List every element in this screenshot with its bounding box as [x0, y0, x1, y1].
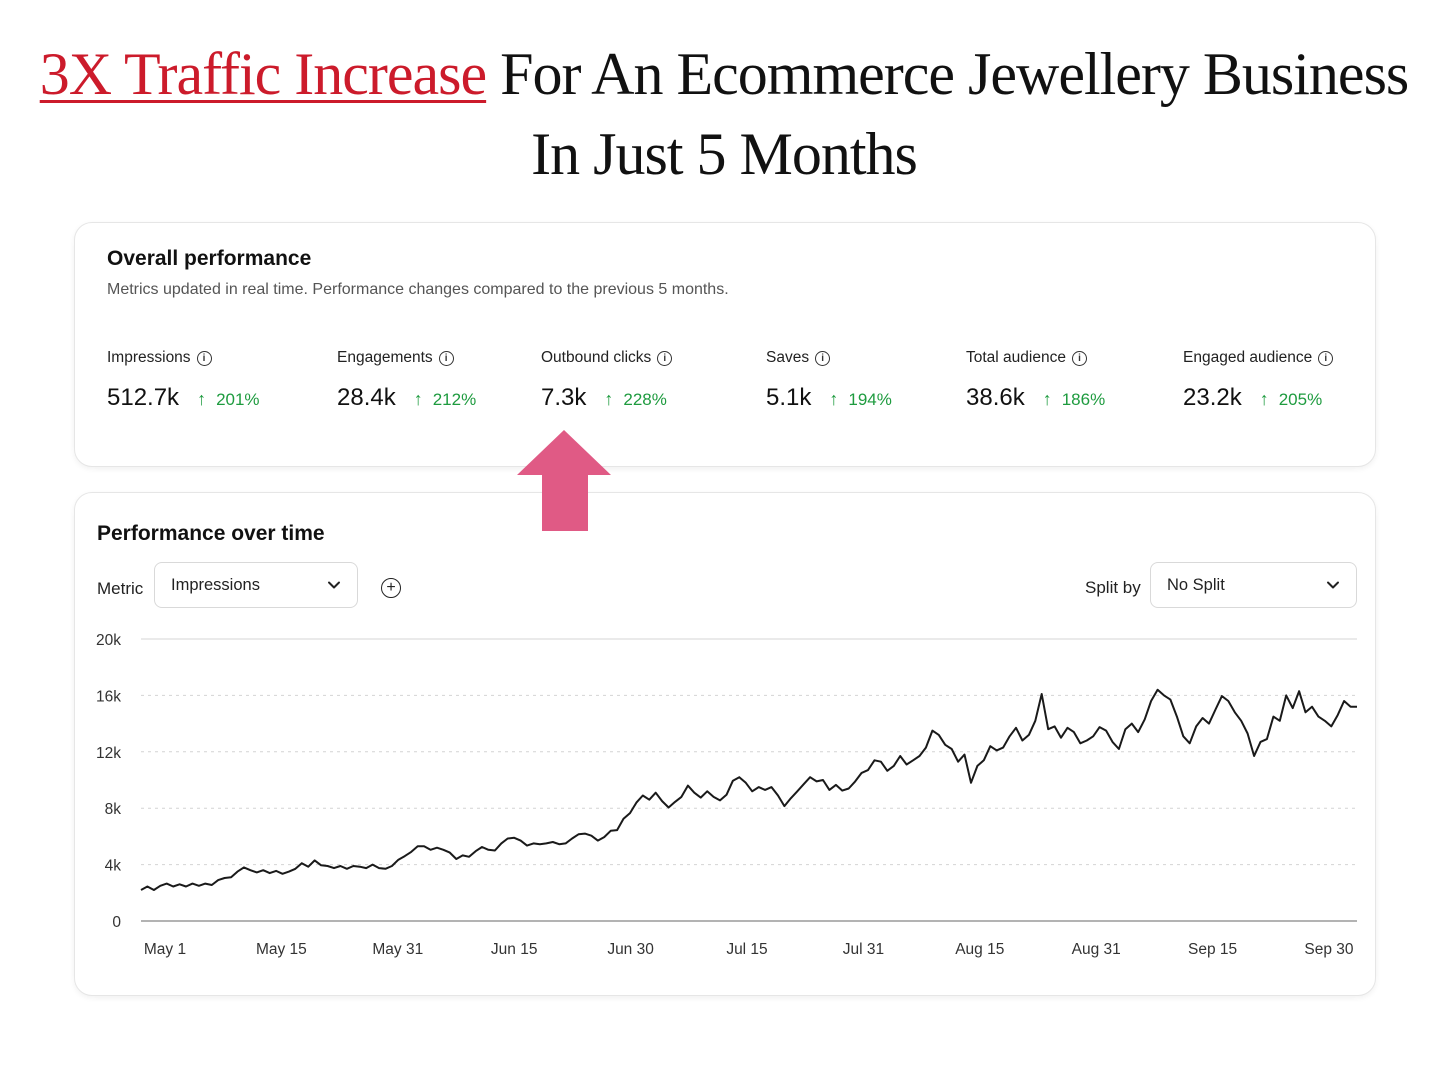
metric-saves: Saves i 5.1k ↑ 194% [766, 349, 892, 412]
chevron-down-icon [1327, 581, 1339, 589]
impressions-line-chart: 0 4k 8k 12k 16k 20k May 1 May 15 May 31 Jun 15 Jun… [96, 632, 1357, 958]
x-tick-label: Jun 30 [607, 941, 654, 958]
metric-change: 201% [216, 390, 260, 409]
x-tick-label: Aug 31 [1072, 941, 1121, 958]
x-tick-label: May 15 [256, 941, 307, 958]
y-tick-label: 12k [96, 745, 121, 762]
y-tick-label: 0 [112, 914, 121, 931]
performance-over-time-title: Performance over time [97, 522, 325, 545]
overall-performance-card: Overall performance Metrics updated in r… [74, 222, 1376, 467]
metric-label: Total audience [966, 349, 1066, 366]
metric-label: Impressions [107, 349, 191, 366]
up-arrow-icon: ↑ [1259, 389, 1269, 409]
metric-label: Engaged audience [1183, 349, 1313, 366]
metric-label: Saves [766, 349, 810, 366]
metric-value: 512.7k [107, 384, 180, 411]
metric-engagements: Engagements i 28.4k ↑ 212% [337, 349, 476, 412]
metric-engaged-audience: Engaged audience i 23.2k ↑ 205% [1183, 349, 1334, 412]
pink-up-arrow-icon [517, 430, 611, 531]
metric-total-audience: Total audience i 38.6k ↑ 186% [966, 349, 1105, 412]
y-tick-label: 16k [96, 688, 121, 705]
x-tick-label: May 1 [144, 941, 186, 958]
metric-change: 212% [432, 390, 477, 409]
metric-select-value: Impressions [171, 575, 260, 594]
metric-change: 205% [1278, 390, 1323, 409]
x-tick-label: Jul 31 [843, 941, 884, 958]
split-select[interactable]: No Split [1150, 562, 1357, 608]
x-tick-label: May 31 [372, 941, 423, 958]
chevron-down-icon [328, 581, 340, 589]
overall-performance-subtitle: Metrics updated in real time. Performanc… [107, 281, 729, 298]
x-tick-label: Jun 15 [491, 941, 538, 958]
metric-label: Metric [97, 579, 144, 598]
info-icon[interactable]: i [438, 350, 454, 366]
x-tick-label: Aug 15 [955, 941, 1004, 958]
headline-rest: For An Ecommerce Jewellery Business [486, 41, 1409, 107]
up-arrow-icon: ↑ [197, 389, 207, 409]
y-tick-label: 4k [105, 858, 122, 875]
y-tick-label: 8k [105, 801, 122, 818]
performance-over-time-card: Performance over time Metric Impressions… [74, 492, 1376, 996]
add-metric-icon[interactable]: + [381, 578, 401, 598]
metric-outbound-clicks: Outbound clicks i 7.3k ↑ 228% [541, 349, 673, 412]
metric-label: Engagements [337, 349, 433, 366]
x-tick-label: Jul 15 [726, 941, 767, 958]
x-tick-label: Sep 30 [1304, 941, 1354, 958]
info-icon[interactable]: i [196, 350, 212, 366]
headline-accent: 3X Traffic Increase [39, 41, 487, 107]
info-icon[interactable]: i [1071, 350, 1087, 366]
headline: 3X Traffic Increase For An Ecommerce Jew… [0, 36, 1448, 194]
info-icon[interactable]: i [657, 350, 673, 366]
headline-line-1: 3X Traffic Increase For An Ecommerce Jew… [0, 36, 1448, 112]
metric-value: 38.6k [966, 384, 1025, 411]
metric-label: Outbound clicks [541, 349, 652, 366]
split-by-label: Split by [1085, 578, 1141, 597]
split-select-value: No Split [1167, 575, 1225, 594]
x-tick-label: Sep 15 [1188, 941, 1237, 958]
overall-performance-title: Overall performance [107, 247, 312, 270]
metric-change: 194% [848, 390, 892, 409]
metric-value: 28.4k [337, 384, 396, 411]
up-arrow-icon: ↑ [1042, 389, 1052, 409]
series-line [140, 688, 1357, 891]
headline-line-2: In Just 5 Months [531, 121, 918, 187]
metric-value: 5.1k [766, 384, 812, 411]
metric-change: 186% [1061, 390, 1106, 409]
up-arrow-icon: ↑ [829, 389, 839, 409]
info-icon[interactable]: i [1318, 350, 1334, 366]
metric-value: 7.3k [541, 384, 587, 411]
y-tick-label: 20k [96, 632, 121, 649]
info-icon[interactable]: i [815, 350, 831, 366]
metric-change: 228% [623, 390, 667, 409]
up-arrow-icon: ↑ [413, 389, 423, 409]
metric-value: 23.2k [1183, 384, 1242, 411]
metric-impressions: Impressions i 512.7k ↑ 201% [107, 349, 260, 412]
up-arrow-icon: ↑ [604, 389, 614, 409]
metric-select[interactable]: Impressions [154, 562, 358, 608]
